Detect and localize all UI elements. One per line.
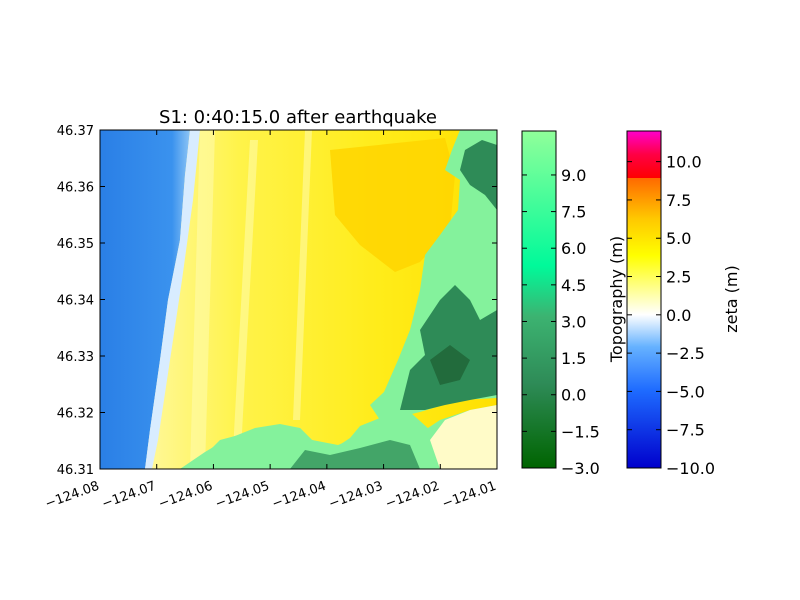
y-tick-label: 46.34 bbox=[57, 294, 94, 309]
land-lowland-dark bbox=[400, 140, 497, 410]
colorbar-tick-label: 3.0 bbox=[561, 312, 586, 331]
land-south-dark bbox=[290, 440, 420, 469]
x-tick-label: −124.03 bbox=[327, 479, 385, 512]
colorbar-tick-label: 7.5 bbox=[561, 203, 586, 222]
zeta-colorbar-bar bbox=[626, 130, 662, 469]
colorbar-tick-label: 5.0 bbox=[666, 229, 691, 248]
y-tick-label: 46.36 bbox=[57, 181, 94, 196]
zeta-colorbar-ticks: −10.0 −7.5 −5.0 −2.5 0.0 2.5 5.0 7.5 10.0 bbox=[627, 153, 715, 478]
y-tick-label: 46.32 bbox=[57, 407, 94, 422]
colorbar-tick-label: −7.5 bbox=[666, 421, 705, 440]
y-axis: 46.31 46.32 46.33 46.34 46.35 46.36 46.37 bbox=[57, 124, 497, 478]
flood-beach-southeast bbox=[430, 405, 497, 469]
x-tick-label: −124.06 bbox=[157, 479, 215, 512]
colorbar-tick-label: −2.5 bbox=[666, 344, 705, 363]
x-tick-label: −124.05 bbox=[213, 479, 271, 512]
land-lowland-mid bbox=[430, 345, 470, 385]
map-plot-area bbox=[100, 130, 497, 469]
topography-colorbar-ticks: −3.0 −1.5 0.0 1.5 3.0 4.5 6.0 7.5 9.0 bbox=[522, 166, 600, 478]
x-tick-label: −124.07 bbox=[100, 479, 158, 512]
topography-colorbar-bar bbox=[521, 130, 557, 469]
flood-pale-streaks bbox=[190, 130, 312, 469]
y-tick-label: 46.35 bbox=[57, 237, 94, 252]
topography-colorbar: −3.0 −1.5 0.0 1.5 3.0 4.5 6.0 7.5 9.0 Topography… bbox=[521, 130, 626, 478]
colorbar-tick-label: 4.5 bbox=[561, 276, 586, 295]
y-tick-label: 46.37 bbox=[57, 124, 94, 139]
surf-zone bbox=[145, 130, 200, 469]
x-tick-label: −124.08 bbox=[43, 479, 101, 512]
y-tick-label: 46.33 bbox=[57, 350, 94, 365]
colorbar-tick-label: 0.0 bbox=[666, 306, 691, 325]
colorbar-tick-label: 7.5 bbox=[666, 191, 691, 210]
colorbar-tick-label: 9.0 bbox=[561, 166, 586, 185]
ocean-region bbox=[100, 130, 190, 469]
zeta-colorbar: −10.0 −7.5 −5.0 −2.5 0.0 2.5 5.0 7.5 10.0 zeta (… bbox=[626, 130, 741, 478]
colorbar-tick-label: 6.0 bbox=[561, 239, 586, 258]
colorbar-tick-label: −1.5 bbox=[561, 422, 600, 441]
zeta-colorbar-label: zeta (m) bbox=[722, 265, 741, 332]
x-tick-label: −124.02 bbox=[384, 479, 442, 512]
colorbar-tick-label: 10.0 bbox=[666, 153, 702, 172]
chart-title: S1: 0:40:15.0 after earthquake bbox=[159, 107, 437, 128]
topography-colorbar-label: Topography (m) bbox=[607, 236, 626, 363]
y-tick-label: 46.31 bbox=[57, 463, 94, 478]
colorbar-tick-label: 0.0 bbox=[561, 386, 586, 405]
colorbar-tick-label: 2.5 bbox=[666, 268, 691, 287]
flood-deep-region bbox=[330, 138, 455, 272]
x-tick-label: −124.01 bbox=[440, 479, 498, 512]
colorbar-tick-label: −5.0 bbox=[666, 382, 705, 401]
x-tick-label: −124.04 bbox=[270, 479, 328, 512]
colorbar-tick-label: −3.0 bbox=[561, 459, 600, 478]
colorbar-tick-label: 1.5 bbox=[561, 349, 586, 368]
colorbar-tick-label: −10.0 bbox=[666, 459, 715, 478]
